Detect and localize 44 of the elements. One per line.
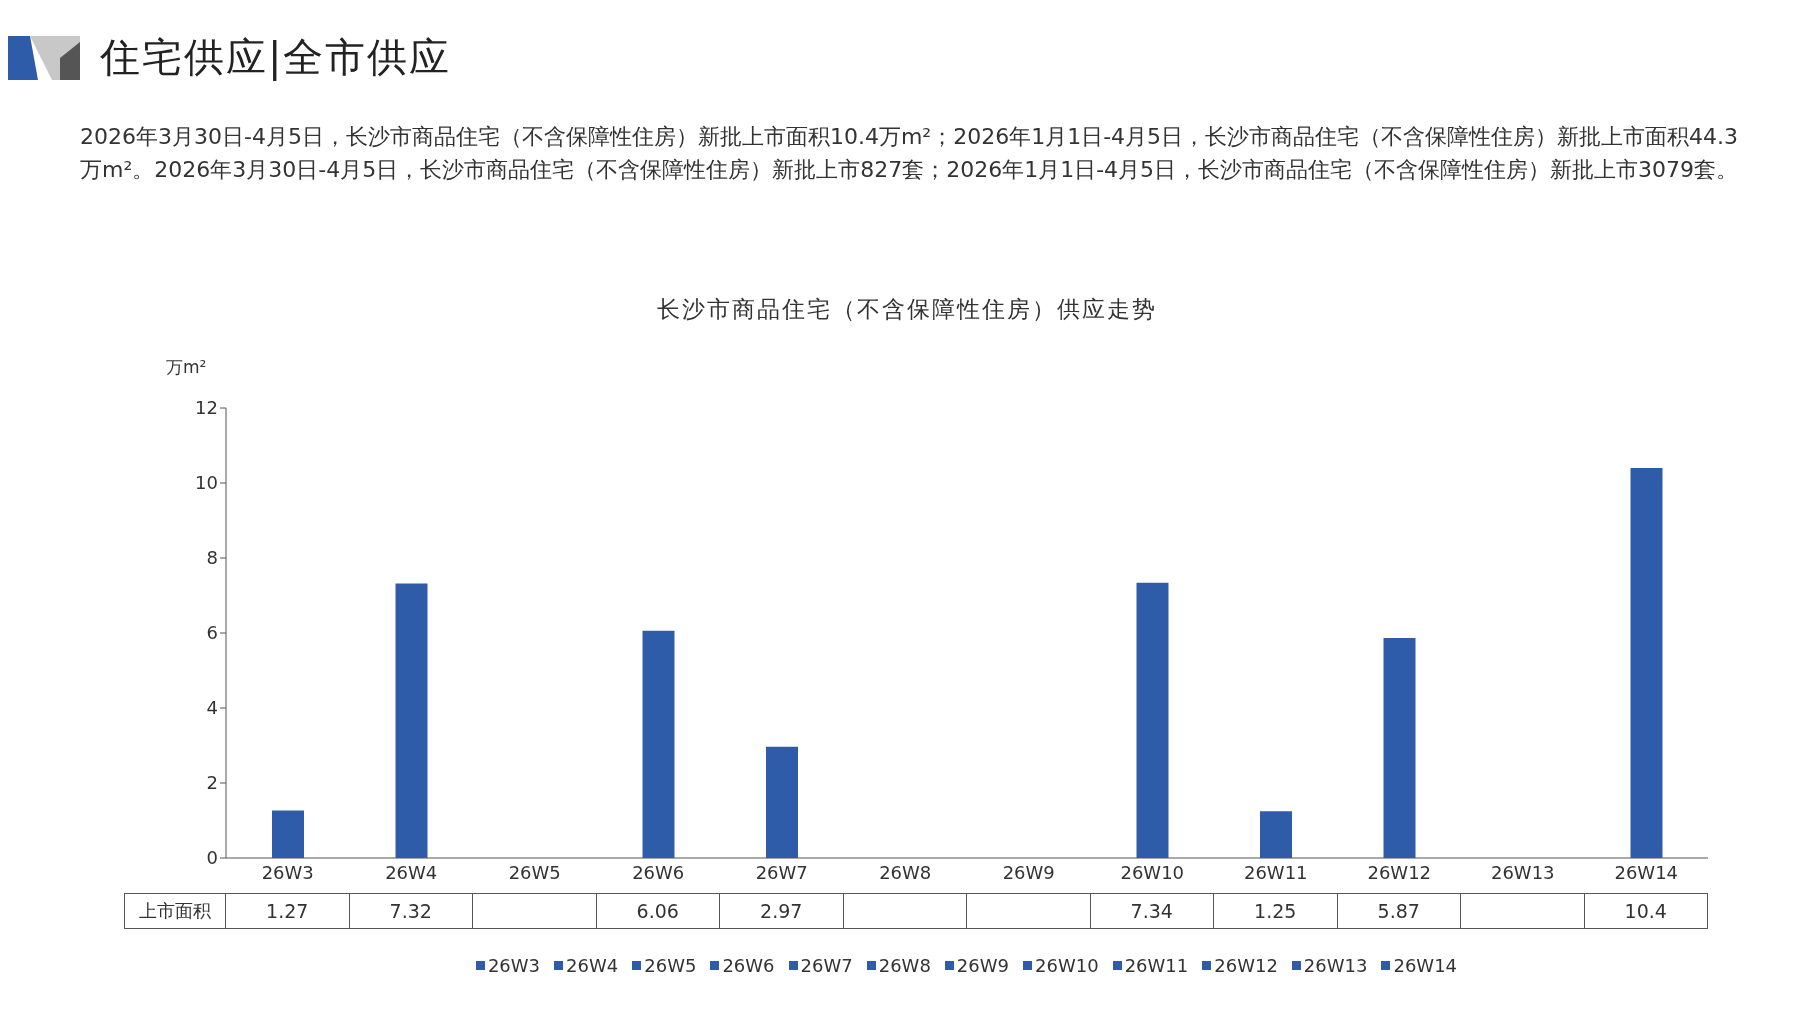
x-tick-label: 26W3 [261, 861, 314, 883]
x-tick-label: 26W10 [1120, 861, 1185, 883]
category-label: 26W3 [487, 955, 541, 976]
y-tick-label: 2 [206, 772, 218, 794]
x-tick-label: 26W11 [1243, 861, 1308, 883]
x-tick-label: 26W13 [1490, 861, 1555, 883]
y-tick-label: 10 [195, 472, 218, 494]
category-label: 26W14 [1393, 955, 1458, 976]
data-label: 5.87 [1337, 893, 1461, 929]
data-label: 1.27 [226, 893, 350, 929]
x-tick-label: 26W8 [879, 861, 932, 883]
x-tick-label: 26W5 [508, 861, 561, 883]
category-label: 26W9 [956, 955, 1010, 976]
category-label: 26W12 [1214, 955, 1278, 976]
y-tick-label: 4 [206, 697, 218, 719]
data-label: 10.4 [1584, 893, 1708, 929]
data-label: 6.06 [596, 893, 720, 929]
x-tick-label: 26W12 [1367, 861, 1432, 883]
data-label: 7.32 [349, 893, 473, 929]
category-label: 26W4 [566, 955, 619, 976]
category-label: 26W7 [800, 955, 853, 976]
category-label: 26W6 [722, 955, 775, 976]
chart-title: 长沙市商品住宅（不含保障性住房）供应走势 [655, 295, 1158, 324]
x-tick-label: 26W14 [1614, 861, 1679, 883]
text: 住宅供应|全市供应 [100, 33, 452, 83]
text: 上市面积 [124, 893, 226, 929]
category-label: 26W8 [878, 955, 931, 976]
y-tick-label: 12 [195, 397, 218, 419]
text: 2026年3月30日-4月5日，长沙市商品住宅（不含保障性住房）新批上市面积10.4万m²；2026年1月1日-4月5日，长沙市商品住宅（不含保障性住房）新批上市面积44.3万m²。2026年3月30日-4月5日，长沙市商品住宅（不含保障性住房）新批上市827套；2026年1月1日-4月5日，长沙市商品住宅（不含保障性住房）新批上市3079套。 [80, 123, 1740, 184]
y-axis-title: 万m² [166, 356, 207, 379]
data-label: 7.34 [1090, 893, 1214, 929]
category-label: 26W5 [644, 955, 697, 976]
category-label: 26W13 [1303, 955, 1368, 976]
y-tick-label: 8 [206, 547, 218, 569]
y-tick-label: 0 [206, 847, 218, 869]
x-tick-label: 26W9 [1002, 861, 1055, 883]
x-tick-label: 26W4 [385, 861, 438, 883]
category-label: 26W11 [1124, 955, 1189, 976]
data-label: 2.97 [720, 893, 844, 929]
data-label: 1.25 [1214, 893, 1338, 929]
category-label: 26W10 [1035, 955, 1099, 976]
x-tick-label: 26W7 [755, 861, 808, 883]
x-tick-label: 26W6 [632, 861, 685, 883]
y-tick-label: 6 [206, 622, 218, 644]
